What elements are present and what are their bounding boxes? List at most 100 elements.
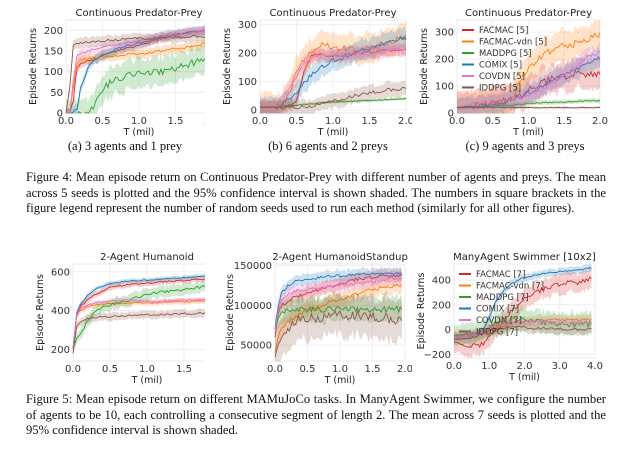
margin-top	[0, 0, 215, 20]
x-tick-label: 0.0	[446, 361, 462, 372]
x-tick-label: 1.5	[556, 116, 572, 127]
x-tick-label: 2.0	[398, 116, 414, 127]
legend-label-maddpg: MADDPG [5]	[479, 49, 532, 59]
y-tick-label: 100	[44, 67, 63, 78]
series-line-comix	[65, 28, 213, 114]
series-line-iddpg	[456, 106, 601, 109]
ci-band-covdn	[454, 316, 592, 342]
margin-top	[0, 248, 230, 264]
chart-title: Continuous Predator-Prey	[270, 8, 397, 19]
x-tick-label: 1.0	[332, 364, 348, 375]
ci-band-maddpg	[66, 40, 212, 131]
series-line-comix	[274, 271, 403, 330]
series-line-facmac	[453, 276, 592, 349]
x-tick-label: 1.5	[362, 116, 378, 127]
ci-band-facmac	[66, 25, 212, 118]
series-line-maddpg	[274, 305, 403, 330]
subcaption-a: (a) 3 agents and 1 prey	[67, 139, 183, 153]
y-tick-label: 150000	[234, 261, 272, 272]
legend-label-covdn: COVDN [7]	[476, 316, 522, 326]
series-line-covdn	[72, 298, 218, 350]
margin-bottom	[0, 113, 215, 140]
margin-bottom	[412, 358, 624, 388]
y-tick-label: 0	[445, 325, 451, 336]
series-line-facmac	[274, 274, 403, 338]
margin-top	[205, 248, 415, 264]
x-tick-label: 0.0	[58, 116, 74, 127]
ci-band-covdn	[275, 270, 402, 341]
y-tick-label: 0	[57, 109, 63, 120]
x-tick-label: 3.0	[552, 361, 568, 372]
series-line-iddpg	[453, 325, 592, 340]
series-line-comix	[260, 35, 407, 109]
y-tick-label: 400	[432, 276, 451, 287]
series-line-comix	[72, 274, 218, 350]
chart-title: 2-Agent HumanoidStandup	[272, 252, 408, 263]
ci-band-comix	[66, 24, 212, 119]
x-axis-label: T (mil)	[508, 372, 540, 383]
y-axis-label: Episode Returns	[225, 274, 236, 351]
y-tick-label: 300	[238, 20, 257, 31]
y-axis-label: Episode Returns	[28, 28, 39, 105]
legend-label-facmac-vdn: FACMAC-vdn [7]	[476, 282, 544, 292]
chart-pp6: 0.0 0.5 1.0 1.5 2.0 0 100 200 300 Continuous Pred…	[205, 0, 415, 140]
x-axis-label: T (mil)	[123, 127, 155, 138]
x-tick-label: 0.0	[65, 364, 81, 375]
chart-title: Continuous Predator-Prey	[76, 8, 203, 19]
series-line-facmac-vdn	[456, 32, 601, 110]
chart-title: 2-Agent Humanoid	[100, 252, 194, 263]
legend: FACMAC [7] FACMAC-vdn [7]MADDPG [7] COMIX …	[459, 270, 544, 338]
chart-title: ManyAgent Swimmer [10x2]	[453, 252, 596, 263]
margin-right	[406, 0, 415, 140]
x-tick-label: 2.0	[592, 116, 608, 127]
ci-band-facmac-vdn	[66, 36, 212, 119]
margin-bottom	[205, 361, 415, 388]
y-tick-label: 0	[251, 106, 257, 117]
x-tick-label: 1.0	[325, 116, 341, 127]
x-tick-label: 1.0	[521, 116, 537, 127]
x-tick-label: 0.5	[95, 116, 111, 127]
x-tick-label: 1.5	[168, 116, 184, 127]
ci-band-facmac-vdn	[73, 297, 218, 353]
margin-right	[405, 248, 415, 388]
y-tick-label: 600	[51, 267, 70, 278]
x-tick-label: 0.5	[485, 116, 501, 127]
series-line-covdn	[259, 47, 407, 108]
margin-right	[600, 0, 624, 140]
x-tick-label: 0.5	[102, 364, 118, 375]
y-tick-label: 200	[51, 345, 70, 356]
y-tick-label: 100	[435, 82, 454, 93]
margin-top	[205, 0, 415, 20]
y-tick-label: 0	[448, 109, 454, 120]
series-line-iddpg	[259, 87, 407, 110]
series-line-facmac	[72, 278, 218, 350]
ci-band-facmac	[275, 267, 402, 345]
y-tick-label: 50000	[240, 341, 272, 352]
ci-band-iddpg	[260, 80, 406, 117]
legend-label-comix: COMIX [5]	[479, 61, 522, 71]
x-axis-label: T (mil)	[317, 127, 349, 138]
x-tick-label: 2.0	[397, 364, 413, 375]
ci-band-maddpg	[275, 292, 402, 340]
series-line-facmac	[65, 29, 213, 114]
series-line-maddpg	[457, 99, 601, 109]
y-tick-label: −200	[424, 350, 451, 361]
x-tick-label: 1.5	[176, 364, 192, 375]
ci-band-covdn	[457, 41, 600, 117]
margin-bottom	[205, 113, 415, 140]
ci-band-iddpg	[73, 308, 218, 357]
ci-band-facmac-vdn	[457, 16, 600, 126]
margin-bottom	[412, 113, 624, 140]
x-tick-label: 1.0	[481, 361, 497, 372]
series-line-comix	[453, 266, 592, 338]
chart-humanoid: 0.00.51.01.52.02004006002-Agent Humanoid…	[0, 248, 230, 388]
series-line-facmac-vdn	[65, 41, 213, 114]
legend: FACMAC [5] FACMAC-vdn [5]MADDPG [5] COMIX …	[462, 26, 547, 94]
ci-band-covdn	[66, 25, 212, 118]
x-tick-label: 0.0	[252, 116, 268, 127]
legend-label-iddpg: IDDPG [7]	[476, 328, 518, 338]
legend-label-maddpg: MADDPG [7]	[476, 293, 529, 303]
ci-band-iddpg	[66, 29, 212, 118]
chart-swimmer: 0.0 1.0 2.0 3.0 4.0 −200 0 200 400 ManyAgent Swim…	[412, 248, 624, 388]
margin-top	[412, 248, 624, 264]
